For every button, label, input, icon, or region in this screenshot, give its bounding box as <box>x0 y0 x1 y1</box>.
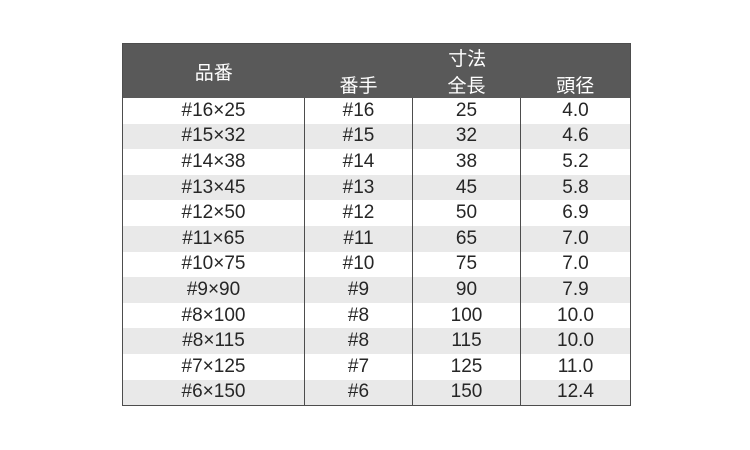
cell-product-number: #12×50 <box>122 200 305 226</box>
header-product-number: 品番 <box>122 43 305 98</box>
table-row: #13×45 #13 45 5.8 <box>122 174 631 201</box>
cell-total-length: 75 <box>412 251 521 278</box>
cell-product-number: #6×150 <box>122 379 305 406</box>
cell-product-number: #8×100 <box>122 302 305 329</box>
cell-total-length: 25 <box>412 98 521 124</box>
cell-total-length: 45 <box>412 174 521 201</box>
cell-product-number: #13×45 <box>122 174 305 201</box>
cell-head-diameter: 10.0 <box>557 330 594 352</box>
table-row: #10×75 #10 75 7.0 <box>122 251 631 278</box>
cell-gauge: #12 <box>304 200 413 226</box>
table-row: #8×115 #8 115 10.0 <box>122 328 631 354</box>
cell-product-number: #14×38 <box>122 149 305 175</box>
cell-head-diameter: 5.8 <box>562 176 589 198</box>
cell-product-number: #15×32 <box>122 123 305 150</box>
cell-total-length: 125 <box>412 353 521 380</box>
table-row: #12×50 #12 50 6.9 <box>122 200 631 226</box>
cell-gauge: #10 <box>304 251 413 278</box>
cell-head-diameter: 10.0 <box>557 304 594 326</box>
cell-head-diameter: 12.4 <box>557 381 594 403</box>
spec-table: 品番 寸法 番手 全長 頭径 #16×25 #16 25 4.0 #15×32 #15 32… <box>122 43 632 407</box>
cell-head-diameter: 5.2 <box>562 150 589 172</box>
cell-gauge: #6 <box>304 379 413 406</box>
cell-gauge: #8 <box>304 302 413 329</box>
cell-head-diameter: 6.9 <box>562 202 589 224</box>
cell-head-diameter: 4.0 <box>562 99 589 121</box>
cell-total-length: 150 <box>412 379 521 406</box>
table-row: #16×25 #16 25 4.0 <box>122 98 631 124</box>
table-body: #16×25 #16 25 4.0 #15×32 #15 32 4.6 #14×38 #14 38 5… <box>122 98 631 406</box>
cell-total-length: 90 <box>412 277 521 303</box>
cell-total-length: 100 <box>412 302 521 329</box>
header-row-sub: 番手 全長 頭径 <box>123 71 631 98</box>
cell-total-length: 115 <box>412 328 521 354</box>
cell-gauge: #15 <box>304 123 413 150</box>
table-row: #6×150 #6 150 12.4 <box>122 379 631 406</box>
cell-product-number: #16×25 <box>122 98 305 124</box>
cell-gauge: #11 <box>304 225 413 252</box>
table-row: #9×90 #9 90 7.9 <box>122 277 631 303</box>
header-head-diameter: 頭径 <box>520 71 631 98</box>
table-header: 品番 寸法 番手 全長 頭径 <box>122 43 631 98</box>
cell-gauge: #7 <box>304 353 413 380</box>
cell-gauge: #13 <box>304 174 413 201</box>
cell-gauge: #8 <box>304 328 413 354</box>
cell-head-diameter: 4.6 <box>562 125 589 147</box>
table-row: #14×38 #14 38 5.2 <box>122 149 631 175</box>
cell-total-length: 32 <box>412 123 521 150</box>
header-row-main: 品番 寸法 <box>122 43 631 98</box>
header-dimensions: 寸法 <box>304 43 631 71</box>
cell-product-number: #8×115 <box>122 328 305 354</box>
cell-product-number: #11×65 <box>122 225 305 252</box>
cell-total-length: 50 <box>412 200 521 226</box>
cell-head-diameter: 7.0 <box>562 253 589 275</box>
cell-head-diameter: 7.0 <box>562 227 589 249</box>
table-row: #11×65 #11 65 7.0 <box>122 225 631 252</box>
cell-gauge: #14 <box>304 149 413 175</box>
cell-total-length: 38 <box>412 149 521 175</box>
table-row: #15×32 #15 32 4.6 <box>122 123 631 150</box>
cell-gauge: #16 <box>304 98 413 124</box>
cell-head-diameter: 11.0 <box>557 355 594 377</box>
header-total-length: 全長 <box>412 71 521 98</box>
cell-product-number: #7×125 <box>122 353 305 380</box>
cell-product-number: #10×75 <box>122 251 305 278</box>
cell-gauge: #9 <box>304 277 413 303</box>
cell-total-length: 65 <box>412 225 521 252</box>
cell-product-number: #9×90 <box>122 277 305 303</box>
table-row: #7×125 #7 125 11.0 <box>122 353 631 380</box>
table-row: #8×100 #8 100 10.0 <box>122 302 631 329</box>
cell-head-diameter: 7.9 <box>562 278 589 300</box>
header-gauge: 番手 <box>304 71 413 98</box>
